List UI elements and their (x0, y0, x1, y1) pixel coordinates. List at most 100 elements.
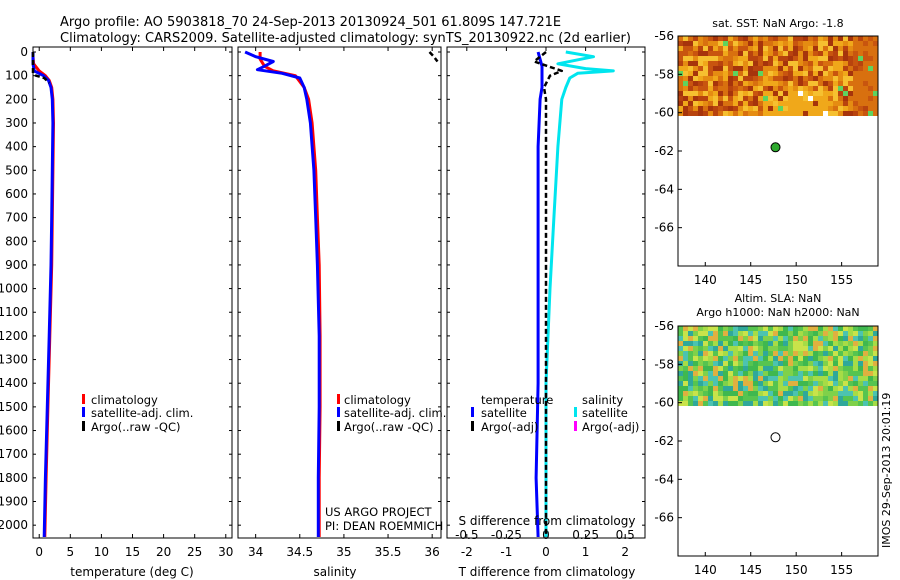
heatmap-cell (858, 371, 863, 376)
heatmap-cell (748, 111, 753, 116)
heatmap-cell (803, 76, 808, 81)
heatmap-cell (813, 356, 818, 361)
heatmap-cell (803, 381, 808, 386)
heatmap-cell (798, 331, 803, 336)
heatmap-cell (803, 41, 808, 46)
heatmap-cell (708, 396, 713, 401)
heatmap-cell (718, 396, 723, 401)
heatmap-cell (728, 81, 733, 86)
heatmap-cell (738, 101, 743, 106)
difference-lines (532, 50, 615, 538)
x-tick-label: 5 (66, 545, 74, 559)
heatmap-cell (713, 336, 718, 341)
heatmap-cell (848, 101, 853, 106)
heatmap-cell (768, 61, 773, 66)
heatmap-cell (763, 336, 768, 341)
legend-label-argo: Argo(..raw -QC) (344, 420, 434, 434)
heatmap-cell (778, 371, 783, 376)
heatmap-cell (808, 76, 813, 81)
heatmap-cell (808, 326, 813, 331)
heatmap-cell (813, 101, 818, 106)
heatmap-cell (838, 326, 843, 331)
heatmap-cell (728, 41, 733, 46)
heatmap-cell (853, 51, 858, 56)
x-tick-label: 25 (187, 545, 202, 559)
heatmap-cell (688, 51, 693, 56)
legend-swatch-sal-satellite (574, 407, 577, 417)
profiles-legend-2: climatology satellite-adj. clim. Argo(..… (337, 393, 446, 434)
heatmap-cell (868, 381, 873, 386)
heatmap-cell (803, 86, 808, 91)
heatmap-cell (688, 366, 693, 371)
heatmap-cell (863, 371, 868, 376)
heatmap-cell (863, 101, 868, 106)
heatmap-cell (683, 376, 688, 381)
x-tick-label: 34.5 (286, 545, 313, 559)
heatmap-cell (843, 51, 848, 56)
heatmap-cell (788, 361, 793, 366)
heatmap-cell (728, 66, 733, 71)
heatmap-cell (828, 36, 833, 41)
heatmap-cell (828, 46, 833, 51)
heatmap-cell (713, 61, 718, 66)
heatmap-cell (703, 66, 708, 71)
heatmap-cell (718, 106, 723, 111)
heatmap-cell (683, 101, 688, 106)
heatmap-cell (678, 76, 683, 81)
project-note-line-2: PI: DEAN ROEMMICH (325, 519, 443, 533)
heatmap-cell (818, 86, 823, 91)
heatmap-cell (688, 401, 693, 406)
heatmap-cell (773, 376, 778, 381)
heatmap-cell (768, 51, 773, 56)
heatmap-cell (763, 356, 768, 361)
heatmap-cell (728, 101, 733, 106)
heatmap-cell (843, 61, 848, 66)
heatmap-cell (768, 101, 773, 106)
heatmap-cell (743, 56, 748, 61)
heatmap-cell (813, 56, 818, 61)
heatmap-cell (683, 336, 688, 341)
heatmap-cell (858, 366, 863, 371)
heatmap-cell (843, 76, 848, 81)
heatmap-cell (743, 401, 748, 406)
heatmap-cell (873, 326, 878, 331)
heatmap-cell (688, 331, 693, 336)
heatmap-cell (793, 336, 798, 341)
heatmap-cell (713, 391, 718, 396)
heatmap-cell (788, 46, 793, 51)
legend-label-temp-argo: Argo(-adj) (481, 420, 538, 434)
heatmap-cell (843, 396, 848, 401)
heatmap-cell (873, 396, 878, 401)
heatmap-cell (828, 386, 833, 391)
sla-map-panel: Altim. SLA: NaN Argo h1000: NaN h2000: N… (654, 292, 879, 577)
heatmap-cell (858, 76, 863, 81)
heatmap-cell (688, 371, 693, 376)
heatmap-cell (873, 341, 878, 346)
heatmap-cell (723, 346, 728, 351)
heatmap-cell (808, 41, 813, 46)
heatmap-cell (688, 381, 693, 386)
heatmap-cell (858, 391, 863, 396)
heatmap-cell (728, 106, 733, 111)
heatmap-cell (698, 376, 703, 381)
heatmap-cell (708, 366, 713, 371)
heatmap-cell (753, 366, 758, 371)
heatmap-cell (688, 386, 693, 391)
heatmap-cell (738, 346, 743, 351)
heatmap-cell (768, 41, 773, 46)
heatmap-cell (848, 326, 853, 331)
heatmap-cell (838, 346, 843, 351)
heatmap-cell (703, 81, 708, 86)
heatmap-cell (833, 361, 838, 366)
heatmap-cell (688, 76, 693, 81)
heatmap-cell (798, 371, 803, 376)
map-y-tick-label: -56 (654, 319, 674, 333)
heatmap-cell (798, 86, 803, 91)
heatmap-cell (733, 356, 738, 361)
heatmap-cell (773, 326, 778, 331)
heatmap-cell (723, 401, 728, 406)
heatmap-cell (748, 91, 753, 96)
depth-tick-label: 700 (5, 211, 28, 225)
heatmap-cell (693, 381, 698, 386)
heatmap-cell (803, 326, 808, 331)
